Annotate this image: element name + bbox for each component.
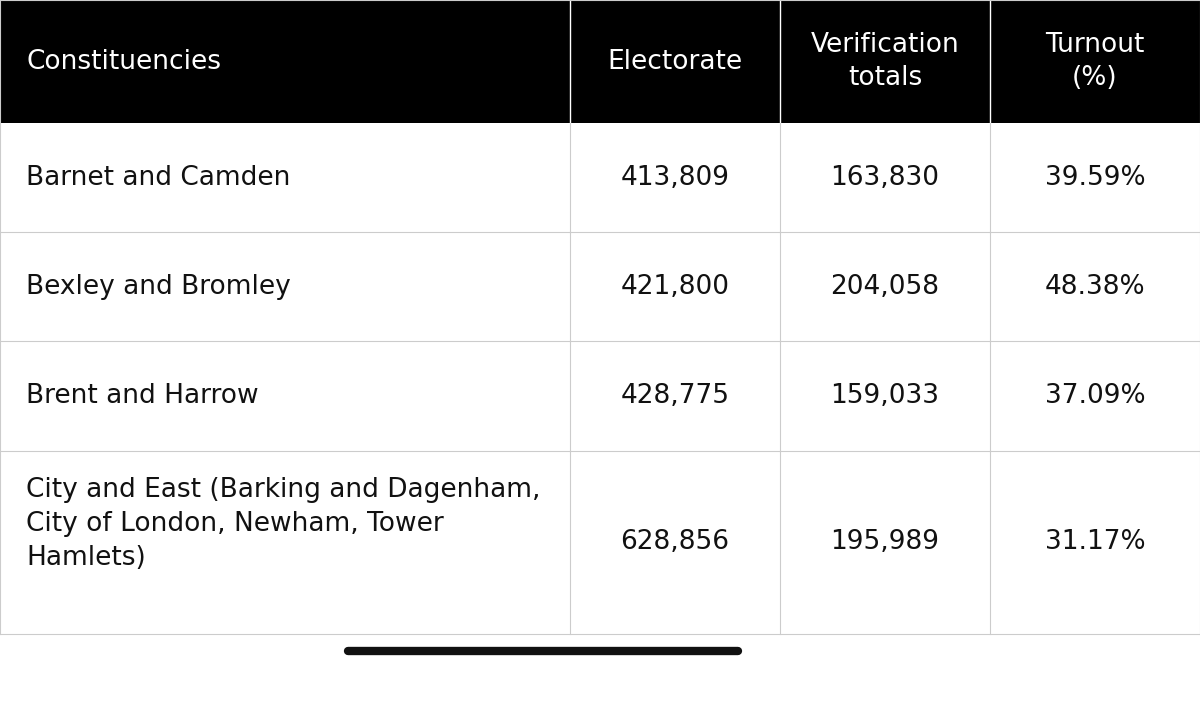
Bar bbox=[0, 341, 1200, 451]
Text: Electorate: Electorate bbox=[607, 49, 743, 75]
Text: 428,775: 428,775 bbox=[620, 383, 730, 409]
Text: 421,800: 421,800 bbox=[620, 274, 730, 300]
Text: 204,058: 204,058 bbox=[830, 274, 940, 300]
Text: City and East (Barking and Dagenham,
City of London, Newham, Tower
Hamlets): City and East (Barking and Dagenham, Cit… bbox=[26, 477, 541, 572]
Bar bbox=[0, 0, 1200, 123]
Text: Brent and Harrow: Brent and Harrow bbox=[26, 383, 259, 409]
Bar bbox=[0, 232, 1200, 341]
Text: 163,830: 163,830 bbox=[830, 165, 940, 191]
Text: Barnet and Camden: Barnet and Camden bbox=[26, 165, 290, 191]
Text: 37.09%: 37.09% bbox=[1045, 383, 1145, 409]
Text: 39.59%: 39.59% bbox=[1045, 165, 1145, 191]
Text: Verification
totals: Verification totals bbox=[811, 32, 959, 91]
Text: Bexley and Bromley: Bexley and Bromley bbox=[26, 274, 292, 300]
Text: 413,809: 413,809 bbox=[620, 165, 730, 191]
Text: Turnout
(%): Turnout (%) bbox=[1045, 32, 1145, 91]
Text: 48.38%: 48.38% bbox=[1045, 274, 1145, 300]
Bar bbox=[0, 123, 1200, 232]
Text: 31.17%: 31.17% bbox=[1045, 529, 1145, 555]
Text: 628,856: 628,856 bbox=[620, 529, 730, 555]
Text: 195,989: 195,989 bbox=[830, 529, 940, 555]
Bar bbox=[0, 451, 1200, 634]
Text: 159,033: 159,033 bbox=[830, 383, 940, 409]
Text: Constituencies: Constituencies bbox=[26, 49, 222, 75]
